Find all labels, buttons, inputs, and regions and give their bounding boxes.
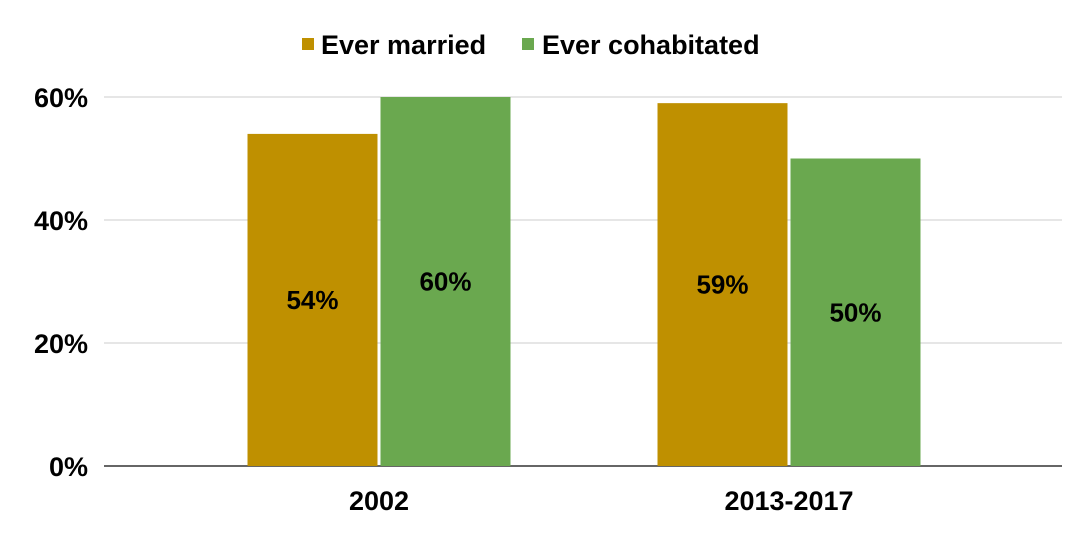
y-tick-label: 0%	[49, 452, 88, 482]
bar-ever-married-2013-2017	[657, 103, 788, 467]
legend-label-ever-cohabitated: Ever cohabitated	[542, 30, 760, 60]
x-tick-label: 2002	[349, 486, 409, 516]
data-label-ever-cohabitated-2002: 60%	[419, 267, 471, 297]
x-axis-ticks: 2002 2013-2017	[349, 486, 854, 516]
bar-ever-married-2002	[247, 133, 378, 466]
legend: Ever married Ever cohabitated	[302, 30, 760, 60]
legend-swatch-ever-married	[302, 38, 314, 50]
y-tick-label: 20%	[34, 329, 88, 359]
bar-ever-cohabitated-2002	[380, 97, 511, 466]
x-tick-label: 2013-2017	[724, 486, 853, 516]
legend-swatch-ever-cohabitated	[522, 38, 534, 50]
data-labels: 54% 60% 59% 50%	[286, 267, 881, 328]
y-axis-ticks: 0% 20% 40% 60%	[34, 83, 88, 482]
y-tick-label: 60%	[34, 83, 88, 113]
data-label-ever-married-2013-2017: 59%	[696, 270, 748, 300]
data-label-ever-cohabitated-2013-2017: 50%	[829, 297, 881, 327]
bar-ever-cohabitated-2013-2017	[790, 158, 921, 466]
data-label-ever-married-2002: 54%	[286, 285, 338, 315]
bars	[247, 97, 921, 467]
legend-label-ever-married: Ever married	[321, 30, 486, 60]
y-tick-label: 40%	[34, 206, 88, 236]
